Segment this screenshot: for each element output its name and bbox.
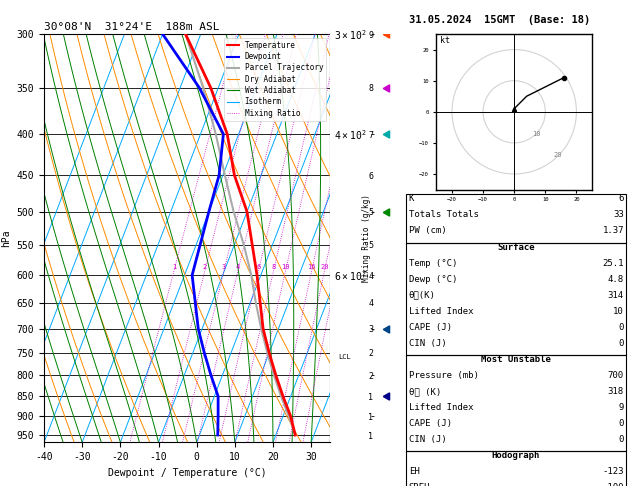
Text: 4.8: 4.8 [608,275,624,284]
Text: 4: 4 [236,264,240,270]
Text: 20: 20 [320,264,329,270]
Text: Lifted Index: Lifted Index [409,403,474,412]
Text: CIN (J): CIN (J) [409,339,447,348]
Text: kt: kt [440,36,450,45]
Text: Lifted Index: Lifted Index [409,307,474,316]
Text: LCL: LCL [338,354,351,361]
Text: Totals Totals: Totals Totals [409,210,479,220]
Text: CAPE (J): CAPE (J) [409,419,452,428]
Text: 0: 0 [618,419,624,428]
Y-axis label: km
ASL: km ASL [376,231,396,245]
Text: 33: 33 [613,210,624,220]
Text: Most Unstable: Most Unstable [481,355,551,364]
Text: 10: 10 [613,307,624,316]
Text: 318: 318 [608,387,624,396]
Text: Hodograph: Hodograph [492,451,540,460]
Text: 1: 1 [172,264,176,270]
Text: 25.1: 25.1 [603,259,624,268]
Text: 8: 8 [272,264,276,270]
Text: 25: 25 [333,264,342,270]
Text: 9: 9 [618,403,624,412]
Text: 700: 700 [608,371,624,380]
Text: θᴇ(K): θᴇ(K) [409,291,436,300]
Text: -123: -123 [603,467,624,476]
Text: Dewp (°C): Dewp (°C) [409,275,457,284]
Text: K: K [409,194,415,204]
Text: 10: 10 [532,131,540,137]
Text: EH: EH [409,467,420,476]
Text: 6: 6 [257,264,261,270]
Text: 1.37: 1.37 [603,226,624,236]
Text: PW (cm): PW (cm) [409,226,447,236]
Y-axis label: hPa: hPa [1,229,11,247]
Text: 31.05.2024  15GMT  (Base: 18): 31.05.2024 15GMT (Base: 18) [409,15,590,25]
Text: 20: 20 [554,152,562,158]
Text: 16: 16 [308,264,316,270]
Text: 30°08'N  31°24'E  188m ASL: 30°08'N 31°24'E 188m ASL [44,22,220,32]
Text: 0: 0 [618,339,624,348]
Text: Temp (°C): Temp (°C) [409,259,457,268]
Text: SREH: SREH [409,483,430,486]
Text: CAPE (J): CAPE (J) [409,323,452,332]
Text: 314: 314 [608,291,624,300]
Text: 0: 0 [618,435,624,444]
Text: 10: 10 [282,264,290,270]
Text: 6: 6 [618,194,624,204]
Text: Pressure (mb): Pressure (mb) [409,371,479,380]
Text: CIN (J): CIN (J) [409,435,447,444]
Text: -100: -100 [603,483,624,486]
X-axis label: Dewpoint / Temperature (°C): Dewpoint / Temperature (°C) [108,468,267,478]
Text: Mixing Ratio (g/kg): Mixing Ratio (g/kg) [362,194,370,282]
Text: 0: 0 [618,323,624,332]
Text: Surface: Surface [497,243,535,252]
Text: 2: 2 [203,264,207,270]
Text: 3: 3 [222,264,226,270]
Text: θᴇ (K): θᴇ (K) [409,387,441,396]
Legend: Temperature, Dewpoint, Parcel Trajectory, Dry Adiabat, Wet Adiabat, Isotherm, Mi: Temperature, Dewpoint, Parcel Trajectory… [224,38,326,121]
